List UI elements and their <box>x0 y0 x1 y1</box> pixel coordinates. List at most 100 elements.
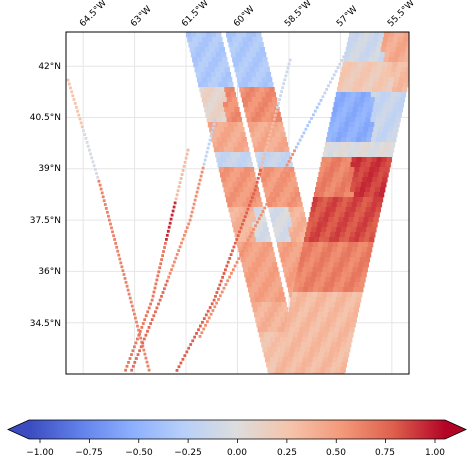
swath-cell <box>243 42 249 48</box>
swath-cell <box>300 217 307 223</box>
swath-cell <box>284 347 291 353</box>
swath-cell <box>288 247 294 253</box>
swath-cell <box>360 277 366 283</box>
swath-cell <box>394 52 400 58</box>
swath-cell <box>269 272 275 278</box>
track-point <box>158 298 162 302</box>
swath-cell <box>330 252 337 258</box>
swath-cell <box>246 282 253 288</box>
swath-cell <box>380 47 387 53</box>
swath-cell <box>205 52 212 58</box>
swath-cell <box>357 132 363 138</box>
swath-cell <box>394 32 400 38</box>
swath-cell <box>339 302 346 308</box>
track-point <box>313 109 317 113</box>
swath-cell <box>376 112 382 118</box>
swath-cell <box>323 307 330 313</box>
swath-cell <box>355 277 361 283</box>
swath-cell <box>226 97 233 103</box>
swath-cell <box>330 277 336 283</box>
swath-cell <box>295 217 302 223</box>
swath-cell <box>375 162 381 168</box>
track-point <box>91 160 95 164</box>
track-point <box>187 346 191 350</box>
swath-cell <box>363 82 369 88</box>
swath-cell <box>304 327 310 333</box>
swath-cell <box>241 77 248 83</box>
swath-cell <box>291 197 297 203</box>
swath-cell <box>348 192 355 198</box>
swath-cell <box>371 137 377 143</box>
swath-cell <box>322 242 329 248</box>
swath-cell <box>369 77 375 83</box>
swath-cell <box>327 152 334 158</box>
track-point <box>98 183 102 187</box>
swath-cell <box>294 347 301 353</box>
swath-cell <box>283 187 289 193</box>
swath-cell <box>353 262 359 268</box>
track-point <box>72 98 76 101</box>
swath-cell <box>260 317 266 323</box>
swath-cell <box>258 147 265 153</box>
swath-cell <box>294 252 300 258</box>
swath-cell <box>405 47 409 53</box>
swath-cell <box>347 222 353 228</box>
swath-cell <box>349 142 356 148</box>
swath-cell <box>257 57 263 63</box>
track-point <box>231 249 234 253</box>
swath-cell <box>228 187 234 193</box>
track-point <box>179 177 183 180</box>
swath-cell <box>270 257 276 263</box>
swath-cell <box>355 47 362 53</box>
swath-cell <box>220 92 226 98</box>
swath-cell <box>362 222 368 228</box>
track-point <box>267 137 271 141</box>
swath-cell <box>233 147 240 153</box>
swath-cell <box>360 252 367 258</box>
swath-cell <box>231 117 237 123</box>
swath-cell <box>230 152 236 158</box>
track-point <box>236 234 240 237</box>
track-point <box>248 235 252 238</box>
swath-cell <box>214 47 220 53</box>
swath-cell <box>332 242 339 248</box>
swath-cell <box>302 222 308 228</box>
swath-cell <box>325 162 331 168</box>
swath-cell <box>282 242 288 248</box>
track-point <box>118 257 122 261</box>
track-point <box>164 283 168 287</box>
swath-cell <box>300 252 307 258</box>
swath-cell <box>336 112 342 118</box>
swath-cell <box>220 52 227 58</box>
track-point <box>141 341 145 345</box>
swath-cell <box>353 147 360 153</box>
swath-cell <box>257 222 263 228</box>
swath-cell <box>381 42 388 48</box>
swath-cell <box>216 77 223 83</box>
swath-cell <box>361 227 367 233</box>
track-point <box>146 364 150 368</box>
swath-cell <box>347 267 353 273</box>
track-point <box>249 200 253 203</box>
swath-cell <box>294 192 301 198</box>
swath-cell <box>241 137 247 143</box>
track-point <box>112 234 115 238</box>
track-point <box>244 242 248 246</box>
swath-cell <box>350 297 357 303</box>
swath-cell <box>352 152 359 158</box>
swath-cell <box>274 127 280 133</box>
swath-cell <box>342 177 348 183</box>
swath-cell <box>378 102 384 108</box>
swath-cell <box>332 312 338 318</box>
swath-cell <box>379 77 385 83</box>
swath-cell <box>370 207 376 213</box>
swath-cell <box>357 107 363 113</box>
swath-cell <box>297 242 303 248</box>
track-point <box>70 90 74 94</box>
swath-cell <box>249 67 255 73</box>
swath-cell <box>300 322 306 328</box>
swath-cell <box>371 202 378 208</box>
swath-cell <box>325 232 331 238</box>
swath-cell <box>389 52 395 58</box>
swath-cell <box>286 177 292 183</box>
